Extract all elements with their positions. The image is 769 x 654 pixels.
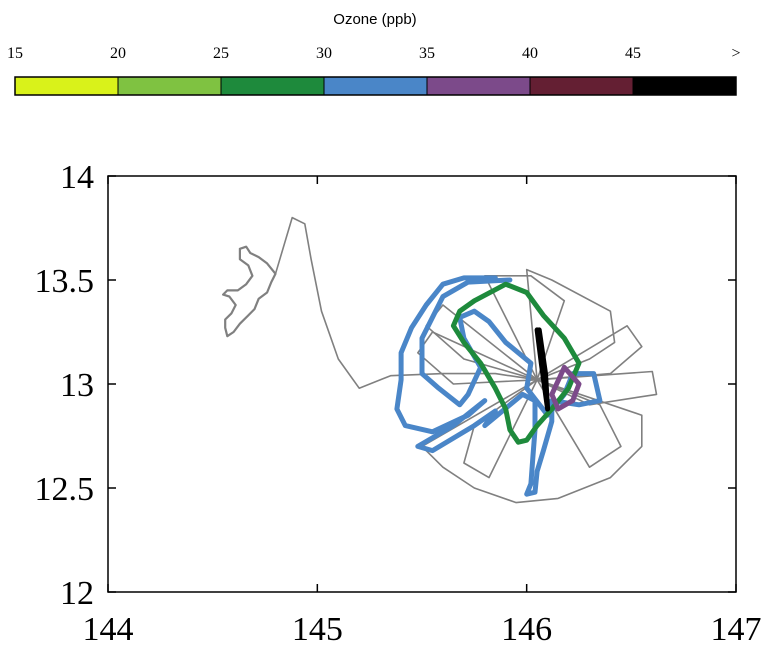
series-ozone-above-45-14: [534, 327, 551, 412]
series-ozone-35-40-13: [549, 364, 582, 412]
y-tick-label: 14: [60, 159, 94, 196]
colorbar: Ozone (ppb) 15 20 25 30 35 40 45 >: [7, 11, 741, 96]
series-ozone-25-30-12: [450, 281, 582, 445]
series-flight-track-8: [536, 379, 622, 468]
colorbar-bin-25-30: [220, 76, 325, 96]
plot-area: 144 145 146 147 12 12.5 13 13.5 14: [35, 159, 762, 648]
colorbar-tick-label: 25: [213, 45, 229, 62]
y-tick-label: 13: [60, 367, 94, 404]
x-tick-label: 144: [83, 611, 134, 648]
x-axis-ticks: 144 145 146 147: [83, 176, 762, 648]
x-tick-label: 146: [501, 611, 552, 648]
colorbar-bin-15-20: [14, 76, 119, 96]
y-tick-label: 12: [60, 575, 94, 612]
colorbar-bin-40-45: [529, 76, 634, 96]
colorbar-tick-label: >: [731, 45, 740, 62]
colorbar-bin-30-35: [323, 76, 428, 96]
y-axis-ticks: 12 12.5 13 13.5 14: [35, 159, 736, 612]
colorbar-bin-20-25: [117, 76, 222, 96]
series-flight-track-1: [274, 216, 538, 389]
colorbar-bin-35-40: [426, 76, 531, 96]
colorbar-bin->45: [632, 76, 737, 96]
series-island-outline-0: [222, 245, 277, 338]
series-flight-track-2: [525, 268, 616, 381]
colorbar-tick-label: 30: [316, 45, 332, 62]
y-tick-label: 13.5: [35, 263, 95, 300]
plot-frame: [107, 175, 737, 593]
x-tick-label: 147: [711, 611, 762, 648]
series-flight-track-4: [421, 379, 643, 504]
colorbar-tick-label: 40: [522, 45, 538, 62]
colorbar-tick-labels: 15 20 25 30 35 40 45 >: [7, 45, 741, 62]
colorbar-frame: [14, 76, 737, 96]
colorbar-tick-label: 45: [625, 45, 641, 62]
colorbar-title: Ozone (ppb): [333, 11, 416, 28]
colorbar-tick-label: 15: [7, 45, 23, 62]
colorbar-tick-label: 20: [110, 45, 126, 62]
y-tick-label: 12.5: [35, 471, 95, 508]
series-layer: [222, 216, 658, 504]
colorbar-tick-label: 35: [419, 45, 435, 62]
x-tick-label: 145: [292, 611, 343, 648]
colorbar-bins: [14, 76, 737, 96]
